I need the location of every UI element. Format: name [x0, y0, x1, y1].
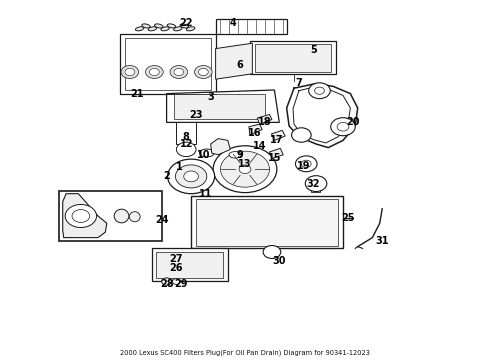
Polygon shape: [63, 194, 107, 238]
Text: 30: 30: [272, 256, 286, 266]
Text: 11: 11: [199, 189, 213, 199]
Ellipse shape: [129, 212, 140, 222]
Ellipse shape: [154, 24, 163, 28]
Text: 2: 2: [163, 171, 170, 181]
FancyBboxPatch shape: [156, 252, 223, 278]
Text: 24: 24: [155, 215, 169, 225]
Circle shape: [220, 151, 270, 187]
FancyBboxPatch shape: [176, 122, 196, 144]
Text: 31: 31: [375, 236, 389, 246]
Text: 20: 20: [346, 117, 360, 127]
Circle shape: [72, 210, 90, 222]
Ellipse shape: [186, 27, 195, 31]
Circle shape: [121, 66, 139, 78]
FancyBboxPatch shape: [191, 196, 343, 248]
Circle shape: [198, 68, 208, 76]
Text: 15: 15: [268, 153, 281, 163]
Text: 18: 18: [258, 117, 271, 127]
Text: 27: 27: [170, 254, 183, 264]
Text: 13: 13: [238, 159, 252, 169]
Polygon shape: [216, 43, 252, 79]
Text: 16: 16: [248, 128, 262, 138]
Ellipse shape: [173, 27, 182, 31]
Ellipse shape: [142, 24, 150, 28]
Circle shape: [295, 156, 317, 172]
Text: 17: 17: [270, 135, 284, 145]
Ellipse shape: [229, 152, 241, 158]
Circle shape: [168, 159, 215, 194]
Text: 14: 14: [253, 141, 267, 151]
Circle shape: [172, 279, 180, 284]
Text: 32: 32: [307, 179, 320, 189]
Circle shape: [125, 68, 135, 76]
Ellipse shape: [114, 209, 129, 223]
Ellipse shape: [161, 27, 170, 31]
FancyBboxPatch shape: [59, 191, 162, 241]
Ellipse shape: [148, 27, 157, 31]
Circle shape: [195, 66, 212, 78]
Circle shape: [263, 246, 281, 258]
Text: 28: 28: [160, 279, 173, 289]
Circle shape: [292, 128, 311, 142]
Text: 8: 8: [183, 132, 190, 142]
Polygon shape: [249, 124, 262, 135]
Circle shape: [65, 204, 97, 228]
Ellipse shape: [135, 27, 144, 31]
Circle shape: [149, 68, 159, 76]
Polygon shape: [167, 90, 279, 122]
FancyBboxPatch shape: [255, 44, 331, 72]
Circle shape: [176, 142, 196, 157]
Text: 19: 19: [297, 161, 311, 171]
Polygon shape: [271, 130, 285, 140]
FancyBboxPatch shape: [152, 248, 228, 281]
Text: 3: 3: [207, 92, 214, 102]
Text: 10: 10: [196, 150, 210, 160]
Circle shape: [337, 122, 349, 131]
Ellipse shape: [180, 24, 189, 28]
Text: 6: 6: [237, 60, 244, 70]
Circle shape: [213, 146, 277, 193]
FancyBboxPatch shape: [311, 183, 320, 192]
Circle shape: [170, 66, 188, 78]
Ellipse shape: [199, 149, 214, 157]
Polygon shape: [211, 139, 230, 155]
Circle shape: [331, 118, 355, 136]
Text: 26: 26: [170, 263, 183, 273]
Circle shape: [184, 171, 198, 182]
Circle shape: [175, 165, 207, 188]
Circle shape: [146, 66, 163, 78]
FancyBboxPatch shape: [174, 94, 265, 119]
Circle shape: [315, 87, 324, 94]
Circle shape: [239, 165, 251, 174]
FancyBboxPatch shape: [125, 38, 211, 90]
Circle shape: [162, 278, 172, 285]
FancyBboxPatch shape: [216, 19, 287, 34]
FancyBboxPatch shape: [196, 199, 338, 246]
Circle shape: [309, 83, 330, 99]
Circle shape: [305, 176, 327, 192]
Text: 25: 25: [341, 213, 355, 223]
Circle shape: [301, 160, 311, 167]
Text: 1: 1: [175, 162, 182, 172]
FancyBboxPatch shape: [120, 34, 216, 94]
Text: 2000 Lexus SC400 Filters Plug(For Oil Pan Drain) Diagram for 90341-12023: 2000 Lexus SC400 Filters Plug(For Oil Pa…: [120, 350, 370, 356]
Text: 21: 21: [130, 89, 144, 99]
Text: 12: 12: [179, 139, 193, 149]
Text: 9: 9: [237, 150, 244, 160]
Circle shape: [174, 68, 184, 76]
Text: 4: 4: [229, 18, 236, 28]
Text: 29: 29: [174, 279, 188, 289]
Text: 23: 23: [189, 110, 203, 120]
Polygon shape: [270, 148, 283, 158]
Text: 5: 5: [310, 45, 317, 55]
Ellipse shape: [167, 24, 176, 28]
Text: 22: 22: [179, 18, 193, 28]
Polygon shape: [257, 114, 272, 124]
FancyBboxPatch shape: [250, 41, 336, 74]
Text: 7: 7: [295, 78, 302, 88]
